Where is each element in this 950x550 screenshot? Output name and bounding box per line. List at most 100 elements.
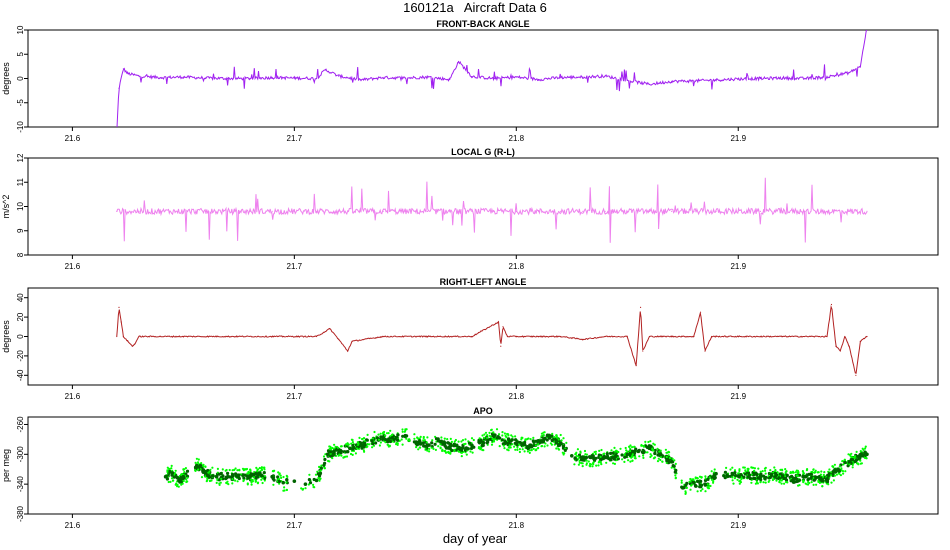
scatter-point-light <box>823 471 826 474</box>
scatter-point-light <box>696 477 699 480</box>
scatter-point <box>467 441 472 445</box>
scatter-point-light <box>575 454 578 458</box>
scatter-point-light <box>840 467 843 470</box>
data-point <box>351 340 353 342</box>
data-point <box>537 78 540 81</box>
scatter-point-light <box>802 472 806 475</box>
scatter-point-light <box>610 449 613 452</box>
data-point <box>182 210 184 212</box>
scatter-point-light <box>746 467 749 470</box>
data-point <box>671 80 673 83</box>
scatter-point <box>230 474 235 478</box>
y-tick-label: 9 <box>16 228 25 233</box>
scatter-point-light <box>507 434 510 437</box>
scatter-point-light <box>282 475 285 479</box>
data-point <box>604 210 606 212</box>
scatter-point <box>172 475 176 479</box>
scatter-point-light <box>503 447 506 450</box>
scatter-point <box>768 475 772 480</box>
scatter-point <box>374 441 378 445</box>
data-point <box>382 210 384 212</box>
scatter-point-light <box>526 450 530 453</box>
scatter-point-light <box>642 454 645 457</box>
scatter-point-light <box>430 446 433 449</box>
data-point <box>826 76 828 78</box>
scatter-point-light <box>260 478 263 481</box>
data-point <box>669 459 674 464</box>
scatter-point-light <box>612 462 615 465</box>
scatter-point <box>262 476 267 480</box>
scatter-point-light <box>668 456 672 460</box>
scatter-point-light <box>513 445 516 448</box>
scatter-point-light <box>228 468 231 472</box>
scatter-point-light <box>528 449 531 452</box>
scatter-point-light <box>704 475 707 478</box>
scatter-point-light <box>623 460 626 463</box>
scatter-point-light <box>428 450 431 453</box>
scatter-point-light <box>418 446 421 449</box>
scatter-point-light <box>768 479 771 482</box>
scatter-point-light <box>701 488 704 491</box>
scatter-point-light <box>342 456 345 459</box>
scatter-point <box>217 472 221 476</box>
data-point <box>648 83 651 85</box>
scatter-point-light <box>460 440 463 443</box>
scatter-point-light <box>401 430 404 433</box>
scatter-point-light <box>644 440 647 443</box>
scatter-point-light <box>250 483 253 486</box>
scatter-point <box>520 443 524 447</box>
scatter-point <box>388 439 392 444</box>
scatter-point <box>375 436 379 440</box>
scatter-point-light <box>516 446 519 449</box>
scatter-point-light <box>830 481 833 484</box>
scatter-point <box>344 450 348 454</box>
data-point <box>847 459 852 464</box>
scatter-point-light <box>528 451 531 454</box>
scatter-point-light <box>710 478 714 481</box>
scatter-point-light <box>317 476 320 480</box>
data-point <box>470 443 474 448</box>
scatter-point-light <box>273 469 276 472</box>
scatter-point <box>764 475 768 479</box>
data-point <box>194 463 199 468</box>
data-point <box>315 210 318 212</box>
scatter-point-light <box>694 477 698 480</box>
scatter-point-light <box>802 479 805 482</box>
scatter-point-light <box>354 452 357 455</box>
data-point <box>214 474 219 479</box>
scatter-point <box>699 484 703 488</box>
scatter-point-light <box>740 477 743 481</box>
x-tick-label: 21.6 <box>65 262 81 271</box>
scatter-point <box>827 472 831 476</box>
scatter-point-light <box>690 484 693 487</box>
scatter-point-light <box>371 437 374 440</box>
data-point <box>839 350 841 352</box>
scatter-point-light <box>784 468 787 471</box>
data-point <box>392 437 397 442</box>
scatter-point-light <box>484 431 488 434</box>
scatter-point-light <box>386 443 389 446</box>
scatter-point-light <box>385 432 389 435</box>
scatter-point-light <box>312 485 315 489</box>
scatter-point-light <box>764 466 767 469</box>
scatter-point-light <box>170 467 173 470</box>
scatter-point-light <box>657 457 660 460</box>
scatter-point-light <box>350 438 353 441</box>
scatter-point-light <box>413 433 416 436</box>
data-point <box>537 210 540 212</box>
scatter-point-light <box>729 468 732 471</box>
scatter-point-light <box>486 434 489 437</box>
scatter-point-light <box>649 453 652 456</box>
data-point <box>855 374 857 376</box>
scatter-point <box>485 441 489 445</box>
scatter-point-light <box>594 452 597 456</box>
y-tick-label: -260 <box>16 416 25 433</box>
scatter-point <box>421 441 425 445</box>
scatter-point <box>791 480 796 484</box>
data-point <box>560 335 562 338</box>
scatter-point-light <box>821 485 824 488</box>
scatter-point-light <box>174 472 177 475</box>
series-line <box>116 304 868 374</box>
scatter-point-light <box>812 468 815 471</box>
scatter-point-light <box>673 459 676 462</box>
